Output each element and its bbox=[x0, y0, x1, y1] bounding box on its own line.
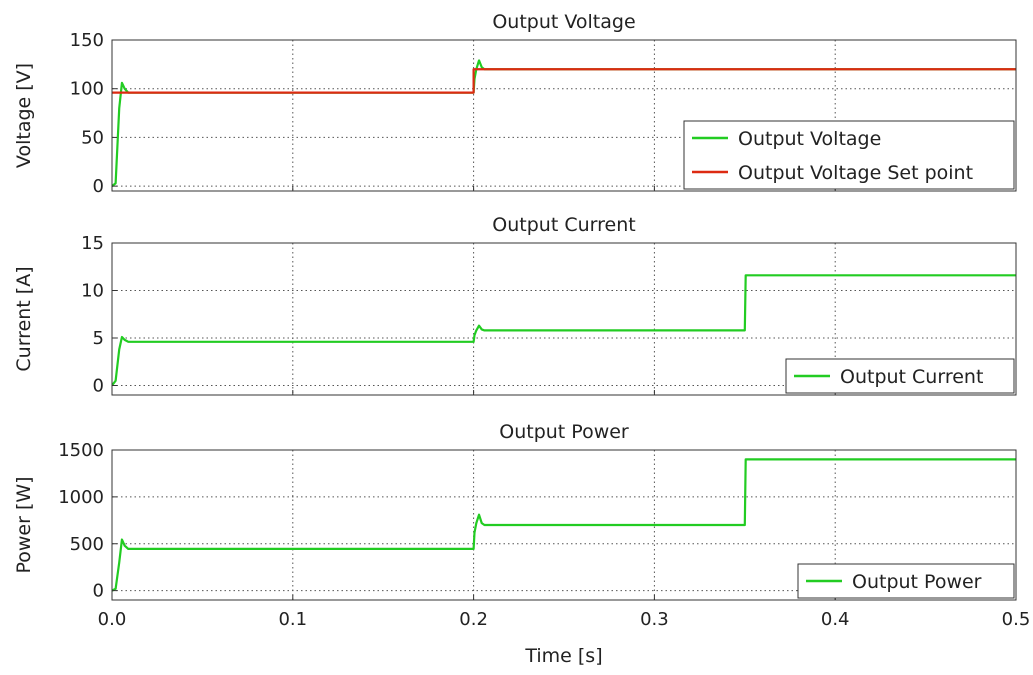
x-tick-label: 0.0 bbox=[98, 609, 127, 630]
subplot-1: 0 50 100 150 Output Voltage Voltage [V] Output… bbox=[13, 11, 1017, 197]
y-tick-label: 0 bbox=[93, 376, 104, 397]
plot-frame bbox=[111, 242, 1017, 396]
y-axis-label: Current [A] bbox=[13, 266, 35, 371]
chart-title: Output Current bbox=[492, 214, 635, 236]
chart-title: Output Voltage bbox=[492, 11, 635, 33]
plot-frame bbox=[111, 449, 1017, 601]
chart-title: Output Power bbox=[499, 421, 629, 443]
subplot-2: 0 5 10 15 Output Current Current [A] Output Cu… bbox=[13, 214, 1017, 397]
series-line-output-power bbox=[112, 458, 1016, 592]
y-tick-label: 150 bbox=[70, 30, 104, 51]
x-tick-label: 0.3 bbox=[640, 609, 669, 630]
series-group bbox=[112, 458, 1016, 592]
x-tick-label: 0.1 bbox=[278, 609, 307, 630]
legend-entry: Output Current bbox=[840, 366, 983, 388]
y-tick-label: 0 bbox=[93, 176, 104, 197]
y-tick-label: 100 bbox=[70, 79, 104, 100]
y-tick-label: 10 bbox=[81, 281, 104, 302]
series-line-output-current bbox=[112, 274, 1016, 387]
series-group bbox=[112, 59, 1016, 187]
y-tick-label: 50 bbox=[81, 127, 104, 148]
series-line-output-voltage-set-point bbox=[112, 68, 1016, 94]
y-tick-label: 15 bbox=[81, 233, 104, 254]
y-tick-label: 1500 bbox=[58, 440, 104, 461]
legend-box bbox=[683, 120, 1015, 190]
y-tick-label: 1000 bbox=[58, 487, 104, 508]
x-tick-label: 0.2 bbox=[459, 609, 488, 630]
legend: Output Voltage Output Voltage Set point bbox=[683, 120, 1015, 190]
y-tick-label: 500 bbox=[70, 534, 104, 555]
plot-frame bbox=[111, 39, 1017, 192]
x-tick-label: 0.4 bbox=[821, 609, 850, 630]
y-axis-label: Voltage [V] bbox=[13, 63, 35, 168]
legend-entry: Output Voltage Set point bbox=[738, 162, 973, 184]
legend-entry: Output Voltage bbox=[738, 128, 881, 150]
y-axis-label: Power [W] bbox=[13, 476, 35, 573]
x-axis-label: Time [s] bbox=[524, 645, 602, 667]
y-tick-label: 0 bbox=[93, 581, 104, 602]
legend: Output Current bbox=[785, 358, 1015, 394]
legend: Output Power bbox=[797, 563, 1015, 599]
subplot-3: 0 500 1000 1500 0.0 0.1 0.2 0.3 0.4 0.5 Output Pow… bbox=[13, 421, 1030, 667]
x-tick-label: 0.5 bbox=[1002, 609, 1031, 630]
legend-entry: Output Power bbox=[852, 571, 982, 593]
y-tick-label: 5 bbox=[93, 328, 104, 349]
series-group bbox=[112, 274, 1016, 387]
